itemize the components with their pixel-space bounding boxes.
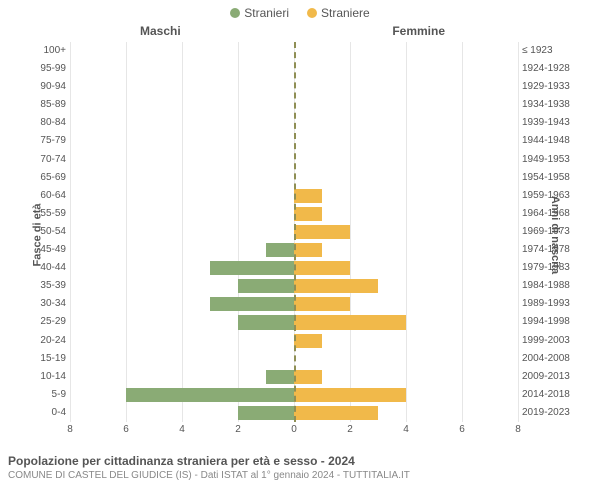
legend-item-male: Stranieri (230, 6, 289, 20)
y-tick-birth: 1939-1943 (518, 114, 570, 132)
x-tick: 6 (459, 422, 465, 435)
bar-male (238, 406, 294, 420)
center-axis-line (294, 42, 296, 422)
bar-female (294, 315, 406, 329)
y-tick-age: 40-44 (40, 259, 70, 277)
bar-female (294, 406, 378, 420)
y-tick-birth: 1979-1983 (518, 259, 570, 277)
y-tick-age: 90-94 (40, 78, 70, 96)
y-tick-birth: 1984-1988 (518, 277, 570, 295)
y-tick-age: 5-9 (52, 386, 70, 404)
y-tick-age: 70-74 (40, 151, 70, 169)
y-tick-birth: 1994-1998 (518, 313, 570, 331)
y-tick-age: 0-4 (52, 404, 70, 422)
bar-female (294, 243, 322, 257)
bar-female (294, 370, 322, 384)
y-tick-age: 20-24 (40, 332, 70, 350)
y-tick-birth: 1974-1978 (518, 241, 570, 259)
y-tick-birth: ≤ 1923 (518, 42, 553, 60)
y-tick-age: 15-19 (40, 350, 70, 368)
plot-area: 022446688100+≤ 192395-991924-192890-9419… (70, 42, 518, 422)
bar-male (266, 243, 294, 257)
y-tick-age: 50-54 (40, 223, 70, 241)
y-tick-age: 100+ (43, 42, 70, 60)
y-tick-birth: 2014-2018 (518, 386, 570, 404)
chart-area: Maschi Femmine Fasce di età Anni di nasc… (0, 20, 600, 450)
y-tick-birth: 1959-1963 (518, 187, 570, 205)
y-tick-birth: 2004-2008 (518, 350, 570, 368)
y-tick-age: 85-89 (40, 96, 70, 114)
bar-male (266, 370, 294, 384)
y-tick-age: 75-79 (40, 132, 70, 150)
y-tick-age: 30-34 (40, 295, 70, 313)
y-tick-birth: 1929-1933 (518, 78, 570, 96)
y-tick-age: 95-99 (40, 60, 70, 78)
y-tick-birth: 1999-2003 (518, 332, 570, 350)
column-header-left: Maschi (140, 24, 181, 38)
x-tick: 8 (515, 422, 521, 435)
y-tick-birth: 1944-1948 (518, 132, 570, 150)
y-tick-birth: 1989-1993 (518, 295, 570, 313)
bar-female (294, 297, 350, 311)
y-tick-age: 45-49 (40, 241, 70, 259)
bar-female (294, 189, 322, 203)
y-tick-birth: 1924-1928 (518, 60, 570, 78)
x-tick: 4 (403, 422, 409, 435)
bar-male (126, 388, 294, 402)
bar-female (294, 207, 322, 221)
bar-female (294, 388, 406, 402)
x-tick: 0 (291, 422, 297, 435)
bar-male (238, 279, 294, 293)
bar-male (210, 297, 294, 311)
x-tick: 6 (123, 422, 129, 435)
caption-title: Popolazione per cittadinanza straniera p… (8, 454, 592, 468)
y-tick-age: 80-84 (40, 114, 70, 132)
x-tick: 4 (179, 422, 185, 435)
bar-male (210, 261, 294, 275)
bar-female (294, 261, 350, 275)
legend-label-female: Straniere (321, 6, 370, 20)
caption-subtitle: COMUNE DI CASTEL DEL GIUDICE (IS) - Dati… (8, 468, 592, 481)
y-tick-age: 25-29 (40, 313, 70, 331)
y-tick-birth: 1969-1973 (518, 223, 570, 241)
y-tick-birth: 2009-2013 (518, 368, 570, 386)
bar-female (294, 279, 378, 293)
y-tick-age: 60-64 (40, 187, 70, 205)
bar-female (294, 334, 322, 348)
y-tick-birth: 1964-1968 (518, 205, 570, 223)
column-header-right: Femmine (392, 24, 445, 38)
y-tick-age: 55-59 (40, 205, 70, 223)
x-tick: 8 (67, 422, 73, 435)
y-tick-age: 65-69 (40, 169, 70, 187)
legend-item-female: Straniere (307, 6, 370, 20)
y-tick-birth: 1954-1958 (518, 169, 570, 187)
caption-block: Popolazione per cittadinanza straniera p… (0, 450, 600, 481)
y-tick-birth: 2019-2023 (518, 404, 570, 422)
legend-swatch-male (230, 8, 240, 18)
legend-swatch-female (307, 8, 317, 18)
y-tick-birth: 1949-1953 (518, 151, 570, 169)
x-tick: 2 (347, 422, 353, 435)
y-tick-birth: 1934-1938 (518, 96, 570, 114)
legend: Stranieri Straniere (0, 0, 600, 20)
x-tick: 2 (235, 422, 241, 435)
legend-label-male: Stranieri (244, 6, 289, 20)
bar-male (238, 315, 294, 329)
bar-female (294, 225, 350, 239)
y-tick-age: 35-39 (40, 277, 70, 295)
y-tick-age: 10-14 (40, 368, 70, 386)
